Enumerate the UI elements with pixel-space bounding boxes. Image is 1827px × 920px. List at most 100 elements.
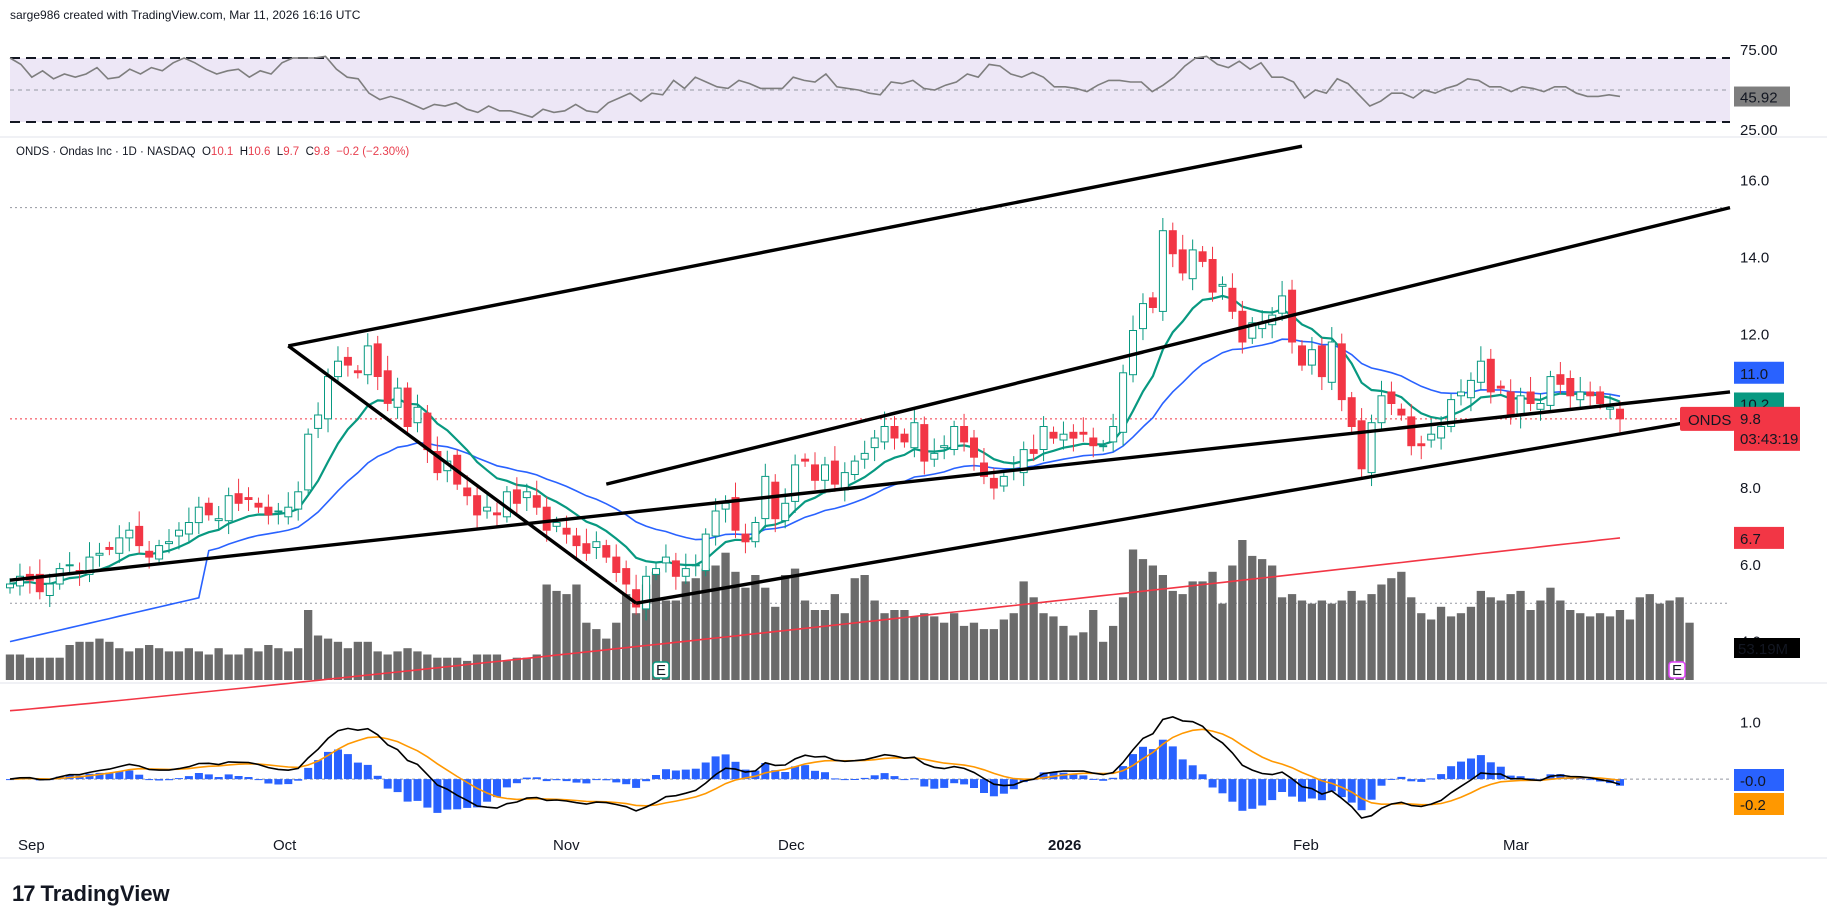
candle-up <box>1466 379 1475 399</box>
candle-up <box>652 568 660 575</box>
volume-bar <box>1665 600 1674 680</box>
open-value: 10.1 <box>210 146 234 158</box>
volume-bar <box>920 613 929 680</box>
volume-bar <box>5 654 15 680</box>
trend-line <box>287 344 638 605</box>
candle-down <box>1526 391 1535 404</box>
trend-line <box>635 413 1731 605</box>
tradingview-logo-icon: 17 <box>12 881 36 906</box>
macd-histogram-bar <box>1268 779 1277 801</box>
macd-histogram-bar <box>214 777 223 780</box>
tradingview-brand[interactable]: 17 TradingView <box>12 881 170 907</box>
volume-bar <box>969 622 979 680</box>
volume-bar <box>731 571 740 680</box>
volume-bar <box>453 657 462 680</box>
candle-up <box>870 437 879 449</box>
macd-histogram-bar <box>1178 759 1187 780</box>
volume-bar <box>174 651 184 680</box>
macd-histogram-bar <box>1089 778 1098 780</box>
volume-bar <box>1307 603 1316 680</box>
candle-down <box>423 412 432 451</box>
ema-long-line <box>9 537 1621 712</box>
candle-down <box>771 481 780 520</box>
time-tick-label: Feb <box>1293 837 1319 854</box>
volume-bar <box>1367 594 1376 680</box>
candle-up <box>304 433 313 491</box>
volume-bar <box>65 645 74 680</box>
volume-bar <box>880 613 889 680</box>
macd-histogram-bar <box>1298 779 1306 802</box>
volume-bar <box>1576 613 1585 680</box>
macd-histogram-bar <box>204 774 213 780</box>
macd-histogram-bar <box>890 776 899 780</box>
volume-bar <box>492 654 502 680</box>
volume-bar <box>552 590 561 680</box>
candle-up <box>175 529 183 537</box>
volume-bar <box>45 657 54 680</box>
macd-histogram-bar <box>989 779 998 797</box>
volume-bar <box>1039 613 1048 680</box>
candle-down <box>811 464 819 481</box>
volume-bar <box>562 594 571 680</box>
volume-bar <box>323 638 333 680</box>
macd-histogram-bar <box>1407 779 1416 782</box>
macd-histogram-bar <box>1506 775 1515 780</box>
macd-histogram-bar <box>175 778 183 780</box>
macd-histogram-bar <box>1417 779 1426 782</box>
close-label: C <box>305 146 314 158</box>
macd-histogram-bar <box>483 779 492 802</box>
macd-histogram-bar <box>970 779 978 788</box>
candle-up <box>860 452 869 460</box>
volume-bar <box>900 610 909 680</box>
volume-bar <box>403 648 412 680</box>
volume-bar <box>1466 606 1476 680</box>
volume-bar <box>85 641 94 680</box>
close-value: 9.8 <box>313 146 330 158</box>
macd-histogram-bar <box>1347 779 1356 803</box>
volume-bar <box>1009 613 1018 680</box>
macd-histogram-bar <box>493 779 501 798</box>
candle-down <box>612 556 621 573</box>
macd-value-label: -0.2 <box>1740 797 1766 814</box>
candle-down <box>1496 385 1505 389</box>
macd-histogram-bar <box>940 779 949 788</box>
macd-histogram-bar <box>1516 776 1525 780</box>
candle-down <box>900 433 909 443</box>
volume-bar <box>145 645 154 680</box>
candle-down <box>1347 397 1356 428</box>
macd-histogram-bar <box>1109 777 1118 780</box>
macd-histogram-bar <box>284 779 293 785</box>
macd-histogram-bar <box>701 762 710 780</box>
volume-bar <box>25 657 34 680</box>
candle-down <box>602 545 611 558</box>
volume-bar <box>930 616 939 680</box>
macd-histogram-bar <box>1387 778 1396 780</box>
macd-histogram-bar <box>771 770 780 780</box>
macd-histogram-bar <box>622 779 631 785</box>
candle-down <box>1616 408 1624 420</box>
candle-down <box>801 458 810 462</box>
volume-bar <box>959 625 969 680</box>
candle-up <box>1109 426 1118 443</box>
candle-down <box>1566 378 1575 397</box>
candle-up <box>294 491 303 510</box>
volume-bar <box>860 575 869 680</box>
candle-up <box>1447 399 1456 428</box>
volume-bar <box>353 641 362 680</box>
candle-up <box>1188 249 1197 280</box>
volume-bar <box>184 648 193 680</box>
volume-bar <box>532 654 541 680</box>
candle-up <box>821 464 829 481</box>
volume-bar <box>423 654 432 680</box>
candle-down <box>135 525 144 547</box>
volume-bar <box>1556 600 1565 680</box>
volume-bar <box>1049 616 1058 680</box>
candle-up <box>1437 426 1446 439</box>
macd-histogram-bar <box>1377 779 1386 786</box>
macd-histogram-bar <box>1258 779 1267 806</box>
candle-down <box>145 550 154 558</box>
earnings-marker <box>652 661 670 679</box>
macd-histogram-bar <box>612 779 621 783</box>
macd-histogram-bar <box>1059 772 1068 780</box>
